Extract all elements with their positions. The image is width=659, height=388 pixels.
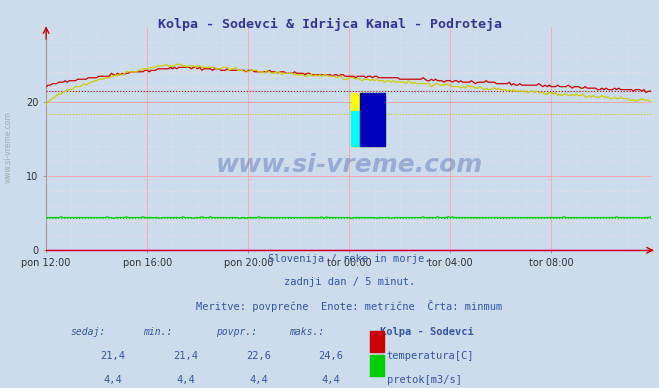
Text: 21,4: 21,4 bbox=[173, 351, 198, 361]
FancyBboxPatch shape bbox=[351, 111, 370, 146]
Text: 4,4: 4,4 bbox=[249, 375, 268, 385]
Text: zadnji dan / 5 minut.: zadnji dan / 5 minut. bbox=[283, 277, 415, 287]
Bar bbox=[370, 355, 384, 376]
Text: www.si-vreme.com: www.si-vreme.com bbox=[215, 154, 483, 177]
Text: 4,4: 4,4 bbox=[176, 375, 195, 385]
Text: 4,4: 4,4 bbox=[322, 375, 341, 385]
Text: 21,4: 21,4 bbox=[100, 351, 125, 361]
Text: min.:: min.: bbox=[143, 327, 173, 336]
FancyBboxPatch shape bbox=[351, 93, 385, 146]
FancyBboxPatch shape bbox=[360, 93, 385, 146]
Text: 22,6: 22,6 bbox=[246, 351, 271, 361]
Text: Meritve: povprečne  Enote: metrične  Črta: minmum: Meritve: povprečne Enote: metrične Črta:… bbox=[196, 300, 502, 312]
Text: pretok[m3/s]: pretok[m3/s] bbox=[387, 375, 462, 385]
Text: www.si-vreme.com: www.si-vreme.com bbox=[3, 111, 13, 184]
Text: sedaj:: sedaj: bbox=[71, 327, 105, 336]
Text: povpr.:: povpr.: bbox=[216, 327, 257, 336]
Text: maks.:: maks.: bbox=[289, 327, 324, 336]
Text: Slovenija / reke in morje.: Slovenija / reke in morje. bbox=[268, 254, 430, 264]
Text: Kolpa - Sodevci & Idrijca Kanal - Podroteja: Kolpa - Sodevci & Idrijca Kanal - Podrot… bbox=[158, 17, 501, 31]
Text: temperatura[C]: temperatura[C] bbox=[387, 351, 474, 361]
Text: 24,6: 24,6 bbox=[318, 351, 343, 361]
Text: Kolpa - Sodevci: Kolpa - Sodevci bbox=[380, 327, 473, 337]
Text: 4,4: 4,4 bbox=[103, 375, 122, 385]
Bar bbox=[370, 331, 384, 352]
